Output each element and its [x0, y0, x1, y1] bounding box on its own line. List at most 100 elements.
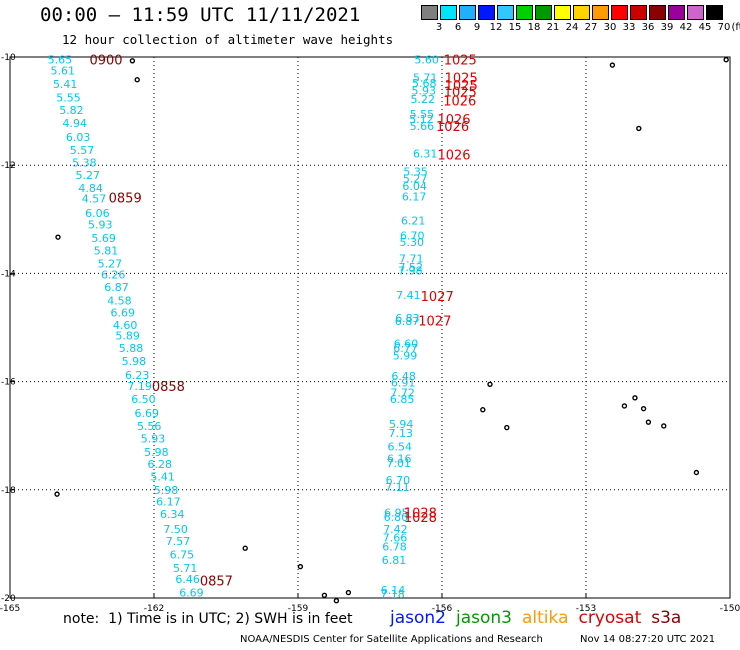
- west-track-swh-label: 5.27: [98, 258, 123, 271]
- legend-swatch-label: 3: [435, 22, 443, 33]
- island-outline: [54, 491, 60, 497]
- legend-swatch: [421, 5, 438, 20]
- east-track-swh-label: 5.12: [409, 113, 434, 126]
- pass-time-label: 1026: [437, 148, 470, 163]
- east-track-swh-label: 6.81: [382, 554, 407, 567]
- legend-swatch: [516, 5, 533, 20]
- east-track-swh-label: 5.60: [414, 54, 439, 67]
- west-track-swh-label: 7.50: [163, 523, 188, 536]
- east-track-swh-label: 7.41: [396, 289, 421, 302]
- west-track-swh-label: 6.75: [170, 549, 195, 562]
- legend-swatch-label: 30: [603, 22, 617, 33]
- map-frame: [9, 56, 731, 599]
- longitude-tick-label: -150: [720, 604, 740, 614]
- west-track-swh-label: 5.65: [48, 54, 73, 67]
- legend-swatch: [592, 5, 609, 20]
- west-track-swh-label: 6.17: [156, 496, 181, 509]
- pass-time-label: 1025: [445, 72, 478, 87]
- units-note: note: 1) Time is in UTC; 2) SWH is in fe…: [63, 611, 353, 627]
- pass-time-label: 0858: [152, 380, 185, 395]
- west-track-swh-label: 6.87: [104, 281, 129, 294]
- longitude-tick-label: -162: [144, 604, 164, 614]
- west-track-swh-label: 5.98: [154, 484, 179, 497]
- legend-swatch: [478, 5, 495, 20]
- west-track-swh-label: 5.81: [94, 245, 119, 258]
- island-outline: [636, 125, 642, 132]
- east-track-swh-label: 6.04: [402, 180, 427, 193]
- legend-swatch: [630, 5, 647, 20]
- latitude-tick-label: -14: [1, 269, 16, 279]
- pass-time-label: 1026: [436, 120, 469, 135]
- east-track-swh-label: 7.66: [383, 531, 408, 544]
- east-track-swh-label: 7.72: [390, 386, 415, 399]
- east-track-swh-label: 7.13: [388, 427, 413, 440]
- legend-swatch: [440, 5, 457, 20]
- pass-time-label: 1027: [421, 290, 454, 305]
- east-track-swh-label: 7.01: [387, 457, 412, 470]
- east-track-swh-label: 7.71: [399, 252, 424, 265]
- west-track-swh-label: 5.69: [91, 232, 116, 245]
- east-track-swh-label: 6.54: [388, 441, 413, 454]
- satellite-name-jason3: jason3: [456, 608, 512, 628]
- west-track-swh-label: 6.28: [148, 458, 173, 471]
- east-track-swh-label: 7.18: [380, 588, 405, 601]
- east-track-swh-label: 6.60: [394, 338, 419, 351]
- island-outline: [487, 381, 493, 388]
- generated-timestamp: Nov 14 08:27:20 UTC 2021: [580, 634, 716, 645]
- legend-swatch: [459, 5, 476, 20]
- credit-line: NOAA/NESDIS Center for Satellite Applica…: [240, 634, 543, 645]
- island-outline: [134, 77, 140, 83]
- west-track-swh-label: 6.46: [175, 573, 200, 586]
- legend-swatch-label: 45: [698, 22, 712, 33]
- legend-swatch: [554, 5, 571, 20]
- island-outline: [621, 403, 628, 409]
- island-outline: [297, 563, 304, 570]
- island-outline: [55, 234, 61, 240]
- east-track-swh-label: 6.70: [400, 230, 425, 243]
- island-outline: [693, 469, 700, 476]
- west-track-swh-label: 6.69: [111, 306, 136, 319]
- satellite-name-cryosat: cryosat: [578, 608, 642, 628]
- west-track-swh-label: 5.27: [76, 169, 101, 182]
- east-track-swh-label: 5.93: [412, 85, 437, 98]
- legend-swatch: [706, 5, 723, 20]
- west-track-swh-label: 7.19: [127, 380, 152, 393]
- west-track-swh-label: 6.03: [66, 131, 91, 144]
- east-track-swh-label: 6.85: [390, 393, 415, 406]
- legend-swatch: [649, 5, 666, 20]
- island-outline: [632, 395, 638, 401]
- latitude-tick-label: -12: [1, 161, 16, 171]
- east-track-swh-label: 5.22: [411, 93, 436, 106]
- west-track-swh-label: 4.94: [63, 117, 88, 130]
- legend-swatch-label: 24: [565, 22, 579, 33]
- legend-swatch-label: 36: [641, 22, 655, 33]
- west-track-swh-label: 5.82: [59, 104, 84, 117]
- latitude-tick-label: -16: [1, 378, 16, 388]
- legend-unit: (ft): [731, 22, 740, 33]
- satellite-name-s3a: s3a: [651, 608, 682, 628]
- east-track-swh-label: 6.31: [413, 147, 438, 160]
- pass-time-label: 1025: [445, 79, 478, 94]
- west-track-swh-label: 4.84: [78, 182, 103, 195]
- east-track-swh-label: 6.91: [391, 377, 416, 390]
- east-track-swh-label: 6.78: [382, 541, 407, 554]
- east-track-swh-label: 7.42: [383, 523, 408, 536]
- west-track-swh-label: 4.58: [107, 294, 132, 307]
- west-track-swh-label: 6.26: [101, 268, 126, 281]
- island-outline: [661, 423, 667, 429]
- island-outline: [129, 58, 136, 64]
- legend-swatch-label: 33: [622, 22, 636, 33]
- east-track-swh-label: 6.80: [384, 511, 409, 524]
- west-track-swh-label: 4.57: [82, 193, 107, 206]
- latitude-tick-label: -18: [1, 486, 16, 496]
- pass-time-label: 1028: [404, 507, 437, 522]
- legend-swatch: [573, 5, 590, 20]
- east-track-swh-label: 5.35: [403, 166, 428, 179]
- longitude-tick-label: -165: [0, 604, 20, 614]
- east-track-swh-label: 6.77: [393, 342, 418, 355]
- west-track-swh-label: 6.06: [85, 207, 110, 220]
- satellite-legend: jason2 jason3 altika cryosat s3a: [390, 608, 691, 628]
- island-outline: [242, 545, 248, 551]
- west-track-swh-label: 5.93: [141, 432, 166, 445]
- legend-swatch: [687, 5, 704, 20]
